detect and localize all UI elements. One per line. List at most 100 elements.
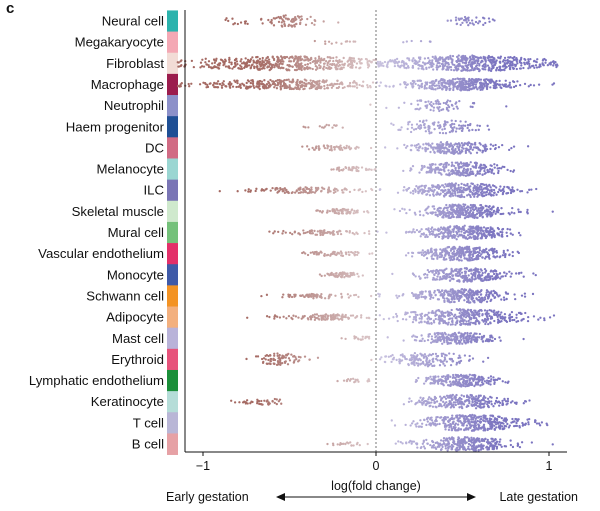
data-point xyxy=(251,56,254,59)
data-point xyxy=(253,66,256,70)
data-point xyxy=(425,257,429,260)
data-point xyxy=(420,168,423,171)
data-point xyxy=(283,78,286,82)
data-point xyxy=(240,67,244,70)
data-point xyxy=(486,78,489,81)
data-point xyxy=(462,169,465,172)
data-point xyxy=(454,130,458,133)
data-point xyxy=(508,213,511,216)
data-point xyxy=(436,275,439,278)
data-point xyxy=(455,225,458,228)
data-point xyxy=(235,85,238,89)
data-point xyxy=(452,150,456,153)
data-point xyxy=(526,319,530,323)
data-point xyxy=(352,57,355,60)
data-point xyxy=(445,161,449,165)
data-point xyxy=(435,213,439,217)
data-point xyxy=(397,60,401,63)
data-point xyxy=(453,164,456,168)
data-point xyxy=(400,126,403,129)
data-point xyxy=(438,124,442,127)
data-point xyxy=(314,59,317,62)
data-point xyxy=(369,294,373,298)
data-point xyxy=(287,18,291,21)
data-point xyxy=(337,168,340,171)
data-point xyxy=(362,210,366,213)
data-point xyxy=(396,191,400,194)
data-point xyxy=(260,67,264,70)
data-point xyxy=(249,67,252,70)
data-point xyxy=(268,62,272,66)
data-point xyxy=(531,292,535,296)
data-point xyxy=(460,171,464,175)
data-point xyxy=(448,191,452,194)
data-point xyxy=(505,105,508,108)
data-point xyxy=(402,64,405,68)
data-point xyxy=(466,126,469,130)
data-point xyxy=(423,184,426,188)
data-point xyxy=(327,187,330,191)
data-point xyxy=(279,79,283,82)
data-point xyxy=(245,87,248,90)
data-point xyxy=(512,145,516,148)
data-point xyxy=(341,86,345,90)
data-point xyxy=(316,230,319,233)
data-point xyxy=(476,216,479,219)
cell-type-label: T cell xyxy=(133,415,164,430)
data-point xyxy=(478,124,482,128)
cell-type-label: Neutrophil xyxy=(104,98,164,113)
data-point xyxy=(475,146,479,149)
data-point xyxy=(463,195,466,199)
data-point xyxy=(350,56,354,60)
data-point xyxy=(511,62,514,65)
cell-type-label: Melanocyte xyxy=(97,162,164,177)
data-point xyxy=(439,248,442,251)
data-point xyxy=(289,87,293,90)
data-point xyxy=(520,56,523,60)
data-point xyxy=(489,69,493,72)
data-point xyxy=(472,172,475,175)
data-point xyxy=(431,122,434,125)
data-point xyxy=(461,213,465,216)
data-point xyxy=(416,103,420,106)
data-point xyxy=(239,64,242,67)
data-point xyxy=(472,102,476,105)
data-point xyxy=(487,17,491,20)
data-point xyxy=(410,102,413,106)
data-point xyxy=(457,230,461,233)
data-point xyxy=(456,107,459,110)
data-point xyxy=(430,61,434,64)
data-point xyxy=(329,272,332,275)
data-point xyxy=(432,193,435,196)
beeswarm-row xyxy=(301,245,520,262)
data-point xyxy=(461,276,464,280)
data-point xyxy=(445,203,448,207)
data-point xyxy=(319,231,322,235)
data-point xyxy=(494,277,497,281)
data-point xyxy=(283,82,286,85)
data-point xyxy=(462,188,465,191)
data-point xyxy=(482,23,485,26)
data-point xyxy=(513,55,516,59)
data-point xyxy=(458,144,461,147)
data-point xyxy=(479,143,482,146)
data-point xyxy=(472,251,475,254)
data-point xyxy=(311,251,314,254)
beeswarm-row xyxy=(268,224,522,241)
data-point xyxy=(294,16,297,20)
data-point xyxy=(511,251,514,254)
data-point xyxy=(464,274,468,278)
data-point xyxy=(407,123,410,126)
data-point xyxy=(433,233,436,237)
data-point xyxy=(411,164,415,168)
data-point xyxy=(484,60,487,63)
data-point xyxy=(315,188,318,191)
data-point xyxy=(331,126,334,129)
data-point xyxy=(499,65,502,68)
data-point xyxy=(246,58,250,62)
data-point xyxy=(452,204,456,207)
data-point xyxy=(497,295,500,298)
data-point xyxy=(366,84,369,87)
data-point xyxy=(355,62,359,65)
data-point xyxy=(424,126,427,129)
